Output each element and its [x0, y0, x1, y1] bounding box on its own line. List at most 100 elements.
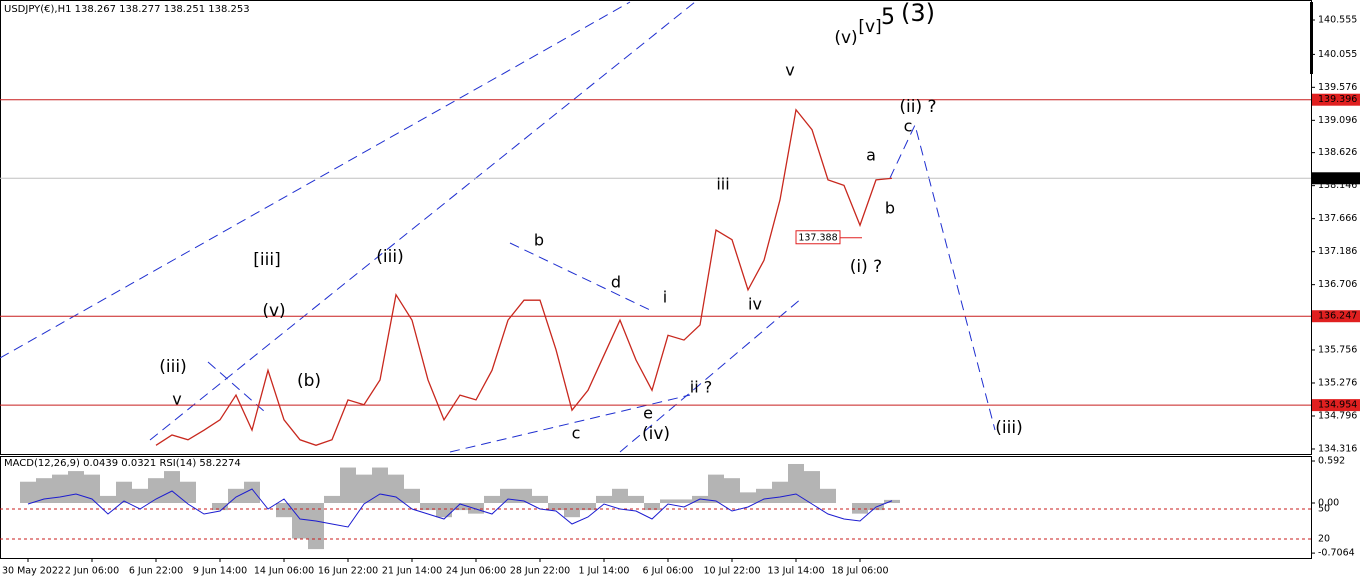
macd-bar	[116, 481, 132, 503]
wave-label: (iii)	[995, 418, 1022, 438]
x-tick-label: 9 Jun 14:00	[193, 566, 247, 577]
macd-bar	[532, 495, 548, 503]
y-tick-label: 135.276	[1318, 377, 1357, 388]
macd-bar	[452, 503, 468, 511]
wave-label: iv	[748, 295, 762, 314]
wave-label: e	[643, 404, 653, 423]
y-tick-label: 138.146	[1318, 180, 1357, 191]
rsi-line	[27, 488, 893, 528]
y-tick-label: 137.186	[1318, 246, 1357, 257]
x-tick-label: 6 Jun 22:00	[129, 566, 183, 577]
macd-bar	[484, 495, 500, 503]
y-tick-label: 136.706	[1318, 279, 1357, 290]
wave-label: ii ?	[690, 378, 712, 397]
x-tick-label: 30 May 2022	[2, 566, 64, 577]
macd-bar	[804, 471, 820, 503]
y-tick-label: 138.626	[1318, 147, 1357, 158]
macd-bar	[36, 478, 52, 503]
wave-label: v	[785, 61, 794, 80]
trend-line	[509, 242, 651, 311]
y-tick-label: 140.055	[1318, 49, 1357, 60]
wave-label: (b)	[297, 371, 321, 391]
level-label-bg	[1312, 310, 1360, 323]
indicator-title: MACD(12,26,9) 0.0439 0.0321 RSI(14) 58.2…	[4, 458, 241, 469]
macd-bar	[388, 474, 404, 503]
wave-label: b	[885, 199, 895, 218]
x-tick-label: 16 Jun 22:00	[318, 566, 378, 577]
projection-path	[889, 123, 996, 431]
x-tick-label: 13 Jul 14:00	[768, 566, 825, 577]
macd-bar	[676, 499, 692, 503]
last-price-bg	[1312, 172, 1360, 185]
macd-bar	[404, 488, 420, 503]
y-tick-label: 140.555	[1318, 15, 1357, 26]
wave-label: (v)	[834, 28, 857, 48]
macd-bar	[308, 503, 324, 550]
y-tick-label: 139.096	[1318, 115, 1357, 126]
macd-bar	[436, 503, 452, 518]
macd-bar	[612, 488, 628, 503]
wave-label: (iv)	[642, 424, 670, 444]
macd-bar	[548, 503, 564, 511]
macd-bar	[212, 503, 228, 511]
wave-label: a	[866, 146, 876, 165]
macd-tick-label: -0.7064	[1318, 548, 1355, 559]
trend-line	[619, 297, 803, 453]
wave-label: (i) ?	[850, 257, 882, 277]
macd-bar	[772, 481, 788, 503]
wave-label: i	[663, 288, 667, 307]
macd-bar	[276, 503, 292, 518]
macd-bar	[644, 503, 660, 511]
macd-bar	[340, 467, 356, 503]
macd-bar	[164, 471, 180, 503]
x-tick-label: 21 Jun 14:00	[382, 566, 442, 577]
low-label: 137.388	[798, 232, 837, 243]
rsi-tick-label: 50	[1318, 504, 1330, 515]
trend-line	[149, 1, 696, 441]
last-price-label: 138.253	[1318, 173, 1357, 184]
x-tick-label: 18 Jul 06:00	[832, 566, 889, 577]
x-tick-label: 10 Jul 22:00	[704, 566, 761, 577]
macd-bar	[756, 488, 772, 503]
level-label: 136.247	[1318, 311, 1357, 322]
macd-bar	[660, 499, 676, 503]
macd-bar	[820, 488, 836, 503]
y-tick-label: 137.666	[1318, 213, 1357, 224]
wave-label: b	[534, 231, 544, 250]
wave-label: (v)	[262, 301, 285, 321]
macd-bar	[500, 488, 516, 503]
wave-label: [iii]	[253, 250, 280, 270]
macd-bar	[132, 488, 148, 503]
macd-bar	[20, 481, 36, 503]
trend-line	[449, 394, 691, 453]
macd-bar	[580, 503, 596, 511]
trend-line	[0, 1, 631, 359]
macd-bar	[244, 481, 260, 503]
level-label: 134.954	[1318, 400, 1357, 411]
rsi-tick-label: 20	[1318, 534, 1330, 545]
level-label-bg	[1312, 93, 1360, 106]
macd-tick-label: 0.592	[1318, 456, 1345, 467]
level-label-bg	[1312, 399, 1360, 412]
level-label: 139.396	[1318, 94, 1357, 105]
scroll-marker	[1310, 2, 1313, 74]
wave-label: [v]	[858, 17, 881, 37]
macd-bar	[564, 503, 580, 518]
macd-bar	[708, 474, 724, 503]
macd-bar	[884, 499, 900, 503]
chart-title: USDJPY(€),H1 138.267 138.277 138.251 138…	[4, 4, 250, 15]
y-tick-label: 134.796	[1318, 410, 1357, 421]
trend-line	[207, 361, 266, 413]
wave-label: 5	[881, 5, 895, 30]
macd-tick-label: 0.00	[1318, 498, 1339, 509]
main-panel	[0, 0, 1312, 455]
wave-label: (3)	[901, 0, 935, 27]
price-line	[155, 108, 893, 446]
y-tick-label: 135.756	[1318, 344, 1357, 355]
trend-lines	[0, 1, 996, 453]
y-tick-label: 139.576	[1318, 82, 1357, 93]
macd-bar	[324, 495, 340, 503]
x-tick-label: 2 Jun 06:00	[65, 566, 119, 577]
wave-label: (ii) ?	[899, 97, 936, 117]
